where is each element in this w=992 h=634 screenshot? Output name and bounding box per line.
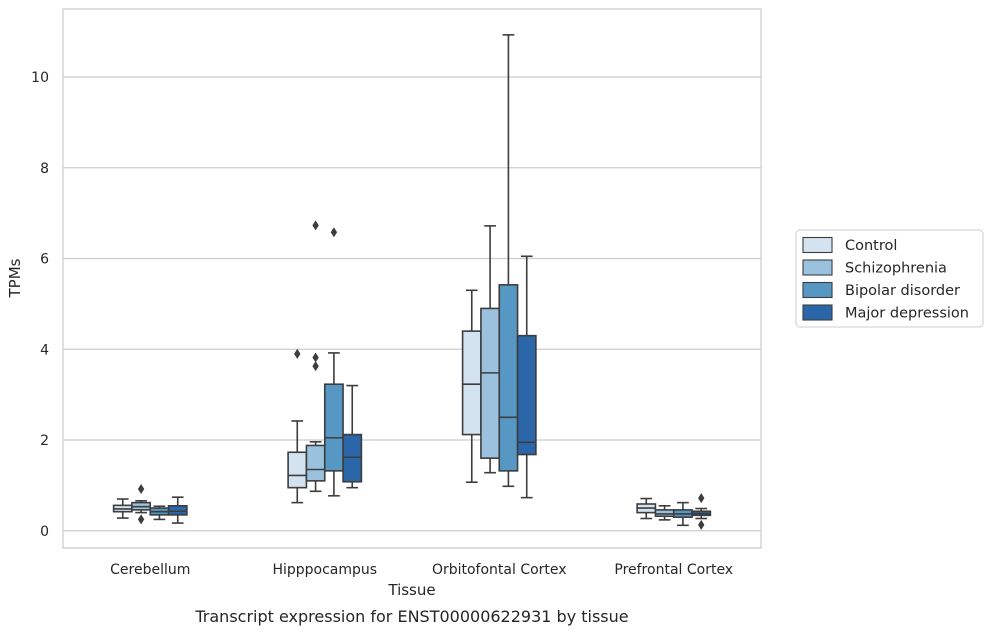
chart-caption: Transcript expression for ENST0000062293…	[194, 607, 628, 626]
outlier-point	[698, 519, 705, 530]
box-major-depression	[167, 496, 188, 524]
plot-frame	[62, 8, 762, 549]
y-axis-label: TPMs	[6, 258, 24, 298]
y-tick-label: 8	[40, 161, 49, 177]
box-bipolar-disorder	[149, 505, 170, 521]
y-tick-label: 6	[40, 252, 49, 268]
y-tick-label: 4	[40, 342, 49, 358]
box-schizophrenia	[480, 225, 501, 474]
x-tick-label: Orbitofontal Cortex	[432, 562, 567, 578]
box-iqr	[323, 383, 344, 472]
outlier-point	[330, 227, 338, 238]
box-schizophrenia	[654, 505, 675, 521]
box-bipolar-disorder	[672, 501, 693, 527]
y-tick-label: 0	[40, 524, 49, 540]
x-tick-label: Hipppocampus	[272, 562, 377, 578]
outlier-point	[698, 493, 705, 504]
box-iqr	[461, 330, 482, 436]
outlier-point	[294, 348, 301, 359]
box-bipolar-disorder	[498, 34, 519, 488]
x-tick-label: Prefrontal Cortex	[614, 562, 733, 578]
legend-label: Major depression	[845, 306, 969, 322]
box-control	[287, 348, 308, 504]
y-tick-label: 2	[40, 433, 49, 449]
x-axis-label: Tissue	[387, 581, 435, 599]
outlier-point	[312, 361, 319, 372]
outlier-point	[312, 220, 319, 231]
outlier-point	[137, 514, 145, 525]
box-iqr	[305, 444, 326, 482]
y-axis-ticks: 0 2 4 6 8 10	[31, 70, 49, 540]
box-major-depression	[516, 255, 537, 499]
box-major-depression	[342, 384, 363, 489]
legend: Control Schizophrenia Bipolar disorder Majo…	[795, 229, 984, 328]
gridlines	[63, 76, 761, 532]
box-iqr	[287, 451, 308, 489]
box-bipolar-disorder	[323, 227, 344, 497]
legend-label: Control	[845, 238, 897, 254]
box-control	[112, 498, 133, 519]
box-iqr	[516, 334, 537, 456]
legend-swatch	[802, 304, 833, 321]
box-control	[461, 289, 482, 484]
x-axis-ticks: Cerebellum Hipppocampus Orbitofontal Corte…	[110, 562, 733, 578]
boxes	[112, 34, 712, 530]
legend-frame	[795, 229, 984, 328]
box-major-depression	[691, 493, 712, 530]
outlier-point	[137, 484, 145, 495]
box-iqr	[654, 509, 675, 518]
outlier-point	[312, 352, 319, 363]
box-iqr	[480, 307, 501, 459]
box-schizophrenia	[305, 220, 326, 493]
box-iqr	[498, 284, 519, 472]
y-tick-label: 10	[31, 70, 49, 86]
box-iqr	[342, 433, 363, 483]
x-tick-label: Cerebellum	[110, 562, 190, 578]
legend-label: Schizophrenia	[845, 261, 947, 277]
box-control	[636, 497, 657, 520]
box-schizophrenia	[131, 484, 152, 525]
legend-label: Bipolar disorder	[845, 283, 960, 299]
legend-swatch	[802, 281, 833, 299]
legend-swatch	[802, 236, 833, 254]
box-iqr	[167, 505, 188, 516]
legend-swatch	[802, 259, 833, 276]
